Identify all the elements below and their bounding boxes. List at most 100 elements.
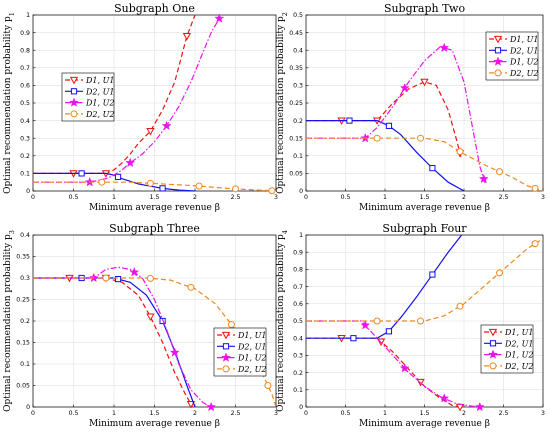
legend-entry: D1, U2 <box>85 99 114 108</box>
y-tick-label: 0.35 <box>289 65 303 72</box>
x-tick-label: 3 <box>274 194 278 201</box>
y-tick-label: 0.6 <box>293 301 303 308</box>
legend-entry: D1, U2 <box>504 351 533 360</box>
data-point-d2u2 <box>496 269 504 277</box>
y-axis-label-sub: 3 <box>8 230 16 234</box>
legend-marker-d1u2 <box>221 352 231 362</box>
series-d1u1 <box>33 274 196 409</box>
chart-title: Subgraph Four <box>382 222 467 235</box>
series-line-d2u2 <box>33 181 276 192</box>
data-point-d1u1 <box>420 78 429 87</box>
x-tick-label: 2.5 <box>499 410 509 417</box>
y-tick-label: 0.2 <box>20 153 30 160</box>
y-tick-label: 0.45 <box>289 30 303 37</box>
series-line-d1u2 <box>33 18 220 183</box>
data-point-d2u1 <box>385 328 393 335</box>
x-tick-label: 0 <box>304 410 308 417</box>
chart-title: Subgraph One <box>114 2 195 15</box>
x-tick-label: 0 <box>31 410 35 417</box>
data-point-d1u1 <box>146 128 155 136</box>
series-d2u1 <box>306 117 465 192</box>
data-point-d2u2 <box>146 274 154 282</box>
x-tick-label: 2.5 <box>231 194 241 201</box>
y-axis-label-base: Optimal recommendation probability p <box>276 16 286 194</box>
legend-entry: D2, U2 <box>509 69 538 78</box>
series-d2u2 <box>306 134 543 192</box>
legend: D1, U1 D2, U1 D1, U2 D2, U2 <box>61 72 114 122</box>
y-tick-label: 0.1 <box>293 387 303 394</box>
y-tick-label: 0 <box>26 188 30 195</box>
y-axis-label-base: Optimal recommendation probability p <box>276 234 286 412</box>
data-point-d2u1 <box>429 271 436 278</box>
data-point-d2u2 <box>373 134 381 142</box>
x-tick-label: 3 <box>541 410 545 417</box>
data-point-d2u1 <box>114 173 122 181</box>
series-d2u1 <box>306 234 463 342</box>
legend-entry: D1, U2 <box>509 58 538 67</box>
data-point-d2u2 <box>98 178 106 186</box>
y-tick-label: 0.3 <box>293 353 303 360</box>
data-point-d1u2 <box>125 157 136 168</box>
y-tick-label: 0.4 <box>293 335 303 342</box>
legend-marker-d1u1 <box>69 76 79 85</box>
series-line-d2u2 <box>306 237 543 322</box>
data-point-d2u1 <box>346 117 353 124</box>
data-point-d1u2 <box>206 401 217 412</box>
x-tick-label: 2.5 <box>231 410 241 417</box>
data-point-d2u1 <box>429 165 436 172</box>
legend-entry: D2, U1 <box>237 342 266 351</box>
y-tick-label: 0.25 <box>16 297 30 304</box>
y-tick-label: 0.7 <box>20 65 30 72</box>
x-tick-label: 1.5 <box>420 194 430 201</box>
x-tick-label: 3 <box>541 194 545 201</box>
x-tick-label: 1 <box>112 410 116 417</box>
y-tick-label: 0.4 <box>20 232 30 239</box>
data-point-d1u2 <box>214 13 225 23</box>
y-axis-label-sub: 2 <box>281 12 289 16</box>
y-tick-label: 0.4 <box>293 47 303 54</box>
legend-marker-d1u1 <box>221 331 231 340</box>
data-point-d2u2 <box>496 168 504 176</box>
legend-marker-d2u2 <box>494 69 502 77</box>
y-tick-label: 0.5 <box>20 100 30 107</box>
data-point-d2u2 <box>232 185 239 193</box>
subplot-3: 0 0.5 1 1.5 2 2.5 3 0 0.05 0.1 0.15 0.2 0.25 0.3 0.35 0… <box>3 222 278 429</box>
legend-entry: D2, U2 <box>237 365 266 374</box>
legend-marker-d2u1 <box>494 47 502 54</box>
data-point-d2u2 <box>373 317 381 325</box>
x-tick-label: 1 <box>112 194 116 201</box>
y-tick-label: 0.1 <box>293 153 303 160</box>
legend-entry: D2, U1 <box>504 339 533 348</box>
legend-entry: D1, U1 <box>504 328 533 337</box>
legend-marker-d2u1 <box>222 343 230 350</box>
series-d1u2 <box>306 320 485 412</box>
legend: D1, U1 D2, U1 D1, U2 D2, U2 <box>213 327 266 377</box>
series-line-d1u1 <box>306 81 463 160</box>
legend-entry: D2, U1 <box>509 46 538 55</box>
legend-entry: D1, U1 <box>509 35 538 44</box>
data-point-d2u1 <box>159 185 166 192</box>
data-point-d1u2 <box>360 320 371 330</box>
y-axis-label-base: Optimal recommendation probability p <box>3 16 13 194</box>
y-tick-label: 0.6 <box>20 83 30 90</box>
series-d2u2 <box>306 237 543 325</box>
legend-marker-d2u2 <box>70 110 78 118</box>
x-tick-label: 1 <box>383 194 387 201</box>
data-point-d2u2 <box>146 179 154 187</box>
data-point-d2u2 <box>187 283 195 291</box>
data-point-d2u2 <box>456 148 464 156</box>
y-tick-label: 0.2 <box>20 318 30 325</box>
y-axis-label: Optimal recommendation probability p3 <box>3 230 16 412</box>
data-point-d1u2 <box>478 173 489 184</box>
y-tick-label: 0.15 <box>289 135 303 142</box>
x-tick-label: 0 <box>31 194 35 201</box>
y-axis-label: Optimal recommendation probability p2 <box>276 12 289 194</box>
data-point-d2u2 <box>417 317 425 325</box>
chart-title: Subgraph Three <box>109 222 200 235</box>
legend-entry: D2, U2 <box>504 362 533 371</box>
y-tick-label: 0.7 <box>293 284 303 291</box>
y-tick-label: 0.35 <box>16 254 30 261</box>
data-point-d2u2 <box>417 134 425 142</box>
x-axis-label: Minimum average revenue β <box>89 419 220 429</box>
